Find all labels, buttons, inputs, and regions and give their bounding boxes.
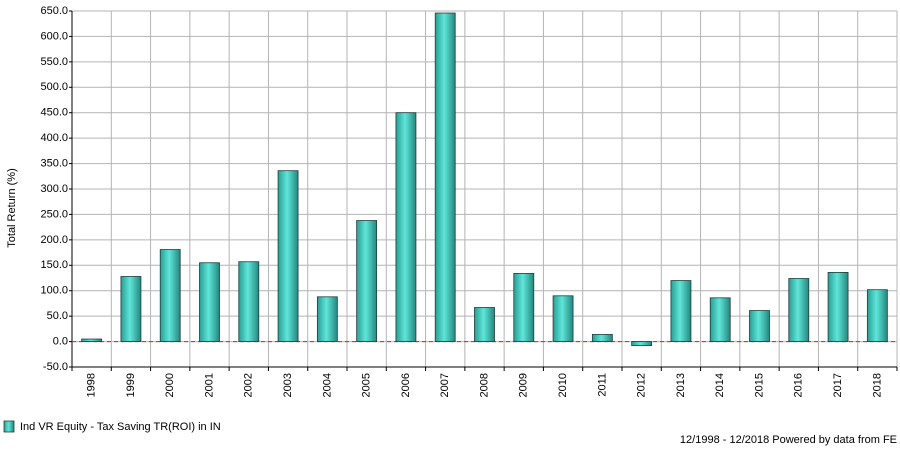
bar (238, 261, 260, 342)
legend-swatch (3, 420, 15, 433)
x-tick-label: 1998 (86, 373, 98, 397)
y-tick-label: 0.0 (53, 335, 68, 347)
y-axis-label: Total Return (%) (6, 168, 18, 247)
y-tick-label: 100.0 (40, 285, 68, 297)
bar (709, 297, 731, 342)
bar (513, 273, 535, 342)
y-tick-label: 150.0 (40, 259, 68, 271)
bar (159, 249, 181, 342)
y-tick-label: 500.0 (40, 81, 68, 93)
x-tick-label: 2012 (636, 373, 648, 397)
y-tick-label: -50.0 (43, 361, 68, 373)
x-tick-label: 2002 (243, 373, 255, 397)
y-tick-label: 300.0 (40, 183, 68, 195)
y-tick-label: 350.0 (40, 157, 68, 169)
y-tick-label: 650.0 (40, 5, 68, 17)
y-tick-label: 400.0 (40, 132, 68, 144)
x-tick-label: 2000 (164, 373, 176, 397)
x-tick-label: 2003 (282, 373, 294, 397)
bar (827, 272, 849, 342)
y-tick-label: 600.0 (40, 30, 68, 42)
x-tick-label: 2001 (203, 373, 215, 397)
x-tick-label: 2017 (832, 373, 844, 397)
bar (395, 112, 417, 342)
x-tick-label: 2015 (753, 373, 765, 397)
bar (434, 12, 456, 342)
x-tick-label: 2018 (871, 373, 883, 397)
y-tick-label: 200.0 (40, 234, 68, 246)
y-tick-label: 50.0 (47, 310, 68, 322)
x-tick-label: 2013 (675, 373, 687, 397)
x-tick-label: 2005 (361, 373, 373, 397)
bar (277, 170, 299, 342)
bar (199, 262, 220, 342)
x-tick-label: 2010 (557, 373, 569, 397)
bar (316, 296, 338, 342)
x-tick-label: 2006 (400, 373, 412, 397)
x-tick-label: 2014 (714, 373, 726, 397)
bar (120, 276, 142, 342)
x-tick-label: 2011 (596, 373, 608, 397)
footer: 12/1998 - 12/2018 Powered by data from F… (680, 434, 897, 446)
legend-label: Ind VR Equity - Tax Saving TR(ROI) in IN (20, 421, 221, 433)
bar (591, 334, 613, 342)
x-tick-label: 2016 (793, 373, 805, 397)
bar (788, 278, 810, 342)
bar (631, 341, 653, 347)
y-tick-label: 450.0 (40, 107, 68, 119)
x-tick-label: 2004 (321, 373, 333, 397)
bar (356, 220, 378, 342)
bar (81, 338, 103, 342)
x-tick-label: 2007 (439, 373, 451, 397)
x-tick-label: 2008 (478, 373, 490, 397)
bar (670, 280, 692, 342)
y-tick-label: 550.0 (40, 56, 68, 68)
bar (474, 307, 495, 342)
bar (552, 295, 574, 342)
bar (866, 289, 888, 342)
y-tick-label: 250.0 (40, 208, 68, 220)
x-tick-label: 1999 (125, 373, 137, 397)
bar (749, 310, 770, 342)
x-tick-label: 2009 (518, 373, 530, 397)
